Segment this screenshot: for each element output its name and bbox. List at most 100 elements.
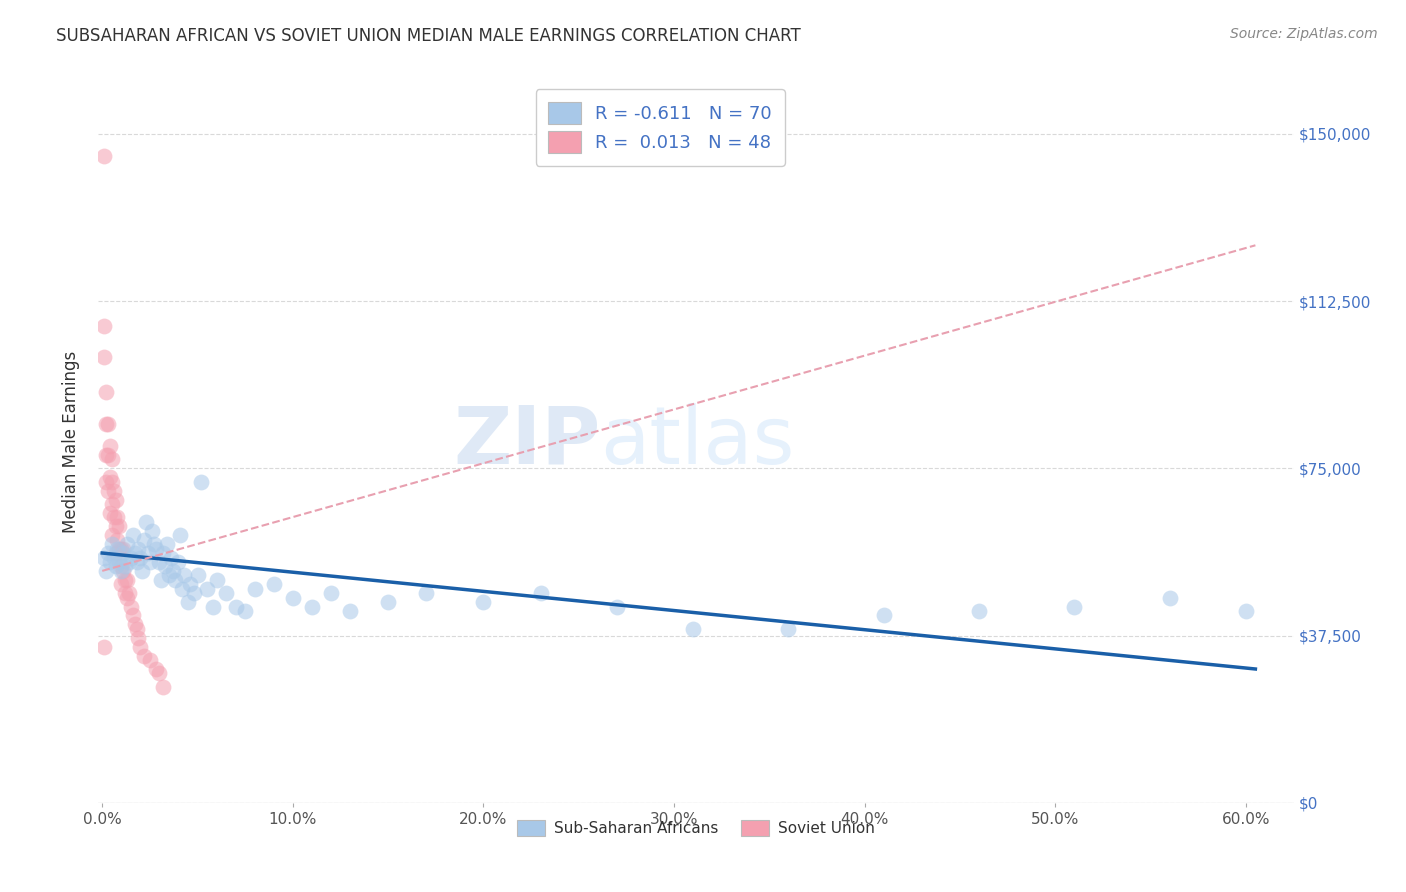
Point [263,577,285,591]
Point [162,564,184,578]
Point [873,608,896,623]
Point [682,622,704,636]
Point [114,559,136,574]
Point [97,483,120,498]
Point [94,564,117,578]
Point [129,640,152,654]
Point [121,528,143,542]
Point [100,497,122,511]
Point [127,631,149,645]
Point [98,470,121,484]
Point [173,568,195,582]
Point [377,595,399,609]
Point [167,555,190,569]
Point [93,318,115,333]
Point [415,586,437,600]
Point [183,586,205,600]
Text: ZIP: ZIP [453,402,600,481]
Text: SUBSAHARAN AFRICAN VS SOVIET UNION MEDIAN MALE EARNINGS CORRELATION CHART: SUBSAHARAN AFRICAN VS SOVIET UNION MEDIA… [56,27,801,45]
Point [100,537,122,551]
Point [179,577,201,591]
Point [112,564,135,578]
Point [124,617,146,632]
Point [150,573,173,587]
Point [148,555,170,569]
Point [157,568,180,582]
Point [145,541,167,556]
Point [967,604,990,618]
Point [190,475,212,489]
Point [114,586,136,600]
Point [104,519,127,533]
Point [104,546,127,560]
Text: atlas: atlas [600,402,794,481]
Point [142,537,165,551]
Point [129,550,152,565]
Point [205,573,228,587]
Point [100,475,122,489]
Point [107,533,129,547]
Point [97,546,120,560]
Point [94,385,117,400]
Point [118,586,141,600]
Point [1159,591,1181,605]
Point [136,546,159,560]
Point [148,666,170,681]
Point [281,591,304,605]
Point [139,555,162,569]
Point [339,604,361,618]
Point [153,559,176,574]
Point [110,559,132,574]
Point [169,528,191,542]
Point [103,550,125,565]
Text: Source: ZipAtlas.com: Source: ZipAtlas.com [1230,27,1378,41]
Point [94,448,117,462]
Point [215,586,238,600]
Point [103,510,125,524]
Point [131,564,153,578]
Point [163,573,186,587]
Point [301,599,323,614]
Point [114,573,136,587]
Point [135,515,157,529]
Point [108,541,131,556]
Point [156,537,179,551]
Point [134,533,156,547]
Point [97,448,120,462]
Point [606,599,628,614]
Point [97,417,120,431]
Point [110,577,132,591]
Point [152,680,174,694]
Point [127,541,149,556]
Point [100,528,122,542]
Point [472,595,495,609]
Point [121,608,143,623]
Point [108,519,131,533]
Point [134,648,156,663]
Point [112,546,135,560]
Point [152,546,174,560]
Point [115,537,138,551]
Point [778,622,800,636]
Legend: Sub-Saharan Africans, Soviet Union: Sub-Saharan Africans, Soviet Union [512,814,880,842]
Point [195,582,218,596]
Point [145,662,167,676]
Y-axis label: Median Male Earnings: Median Male Earnings [62,351,80,533]
Point [98,439,121,453]
Point [243,582,266,596]
Point [160,550,183,565]
Point [103,483,125,498]
Point [104,492,127,507]
Point [115,591,138,605]
Point [125,622,148,636]
Point [1063,599,1085,614]
Point [93,640,115,654]
Point [186,568,208,582]
Point [94,475,117,489]
Point [107,541,129,556]
Point [124,546,146,560]
Point [233,604,256,618]
Point [107,510,129,524]
Point [319,586,342,600]
Point [104,559,127,574]
